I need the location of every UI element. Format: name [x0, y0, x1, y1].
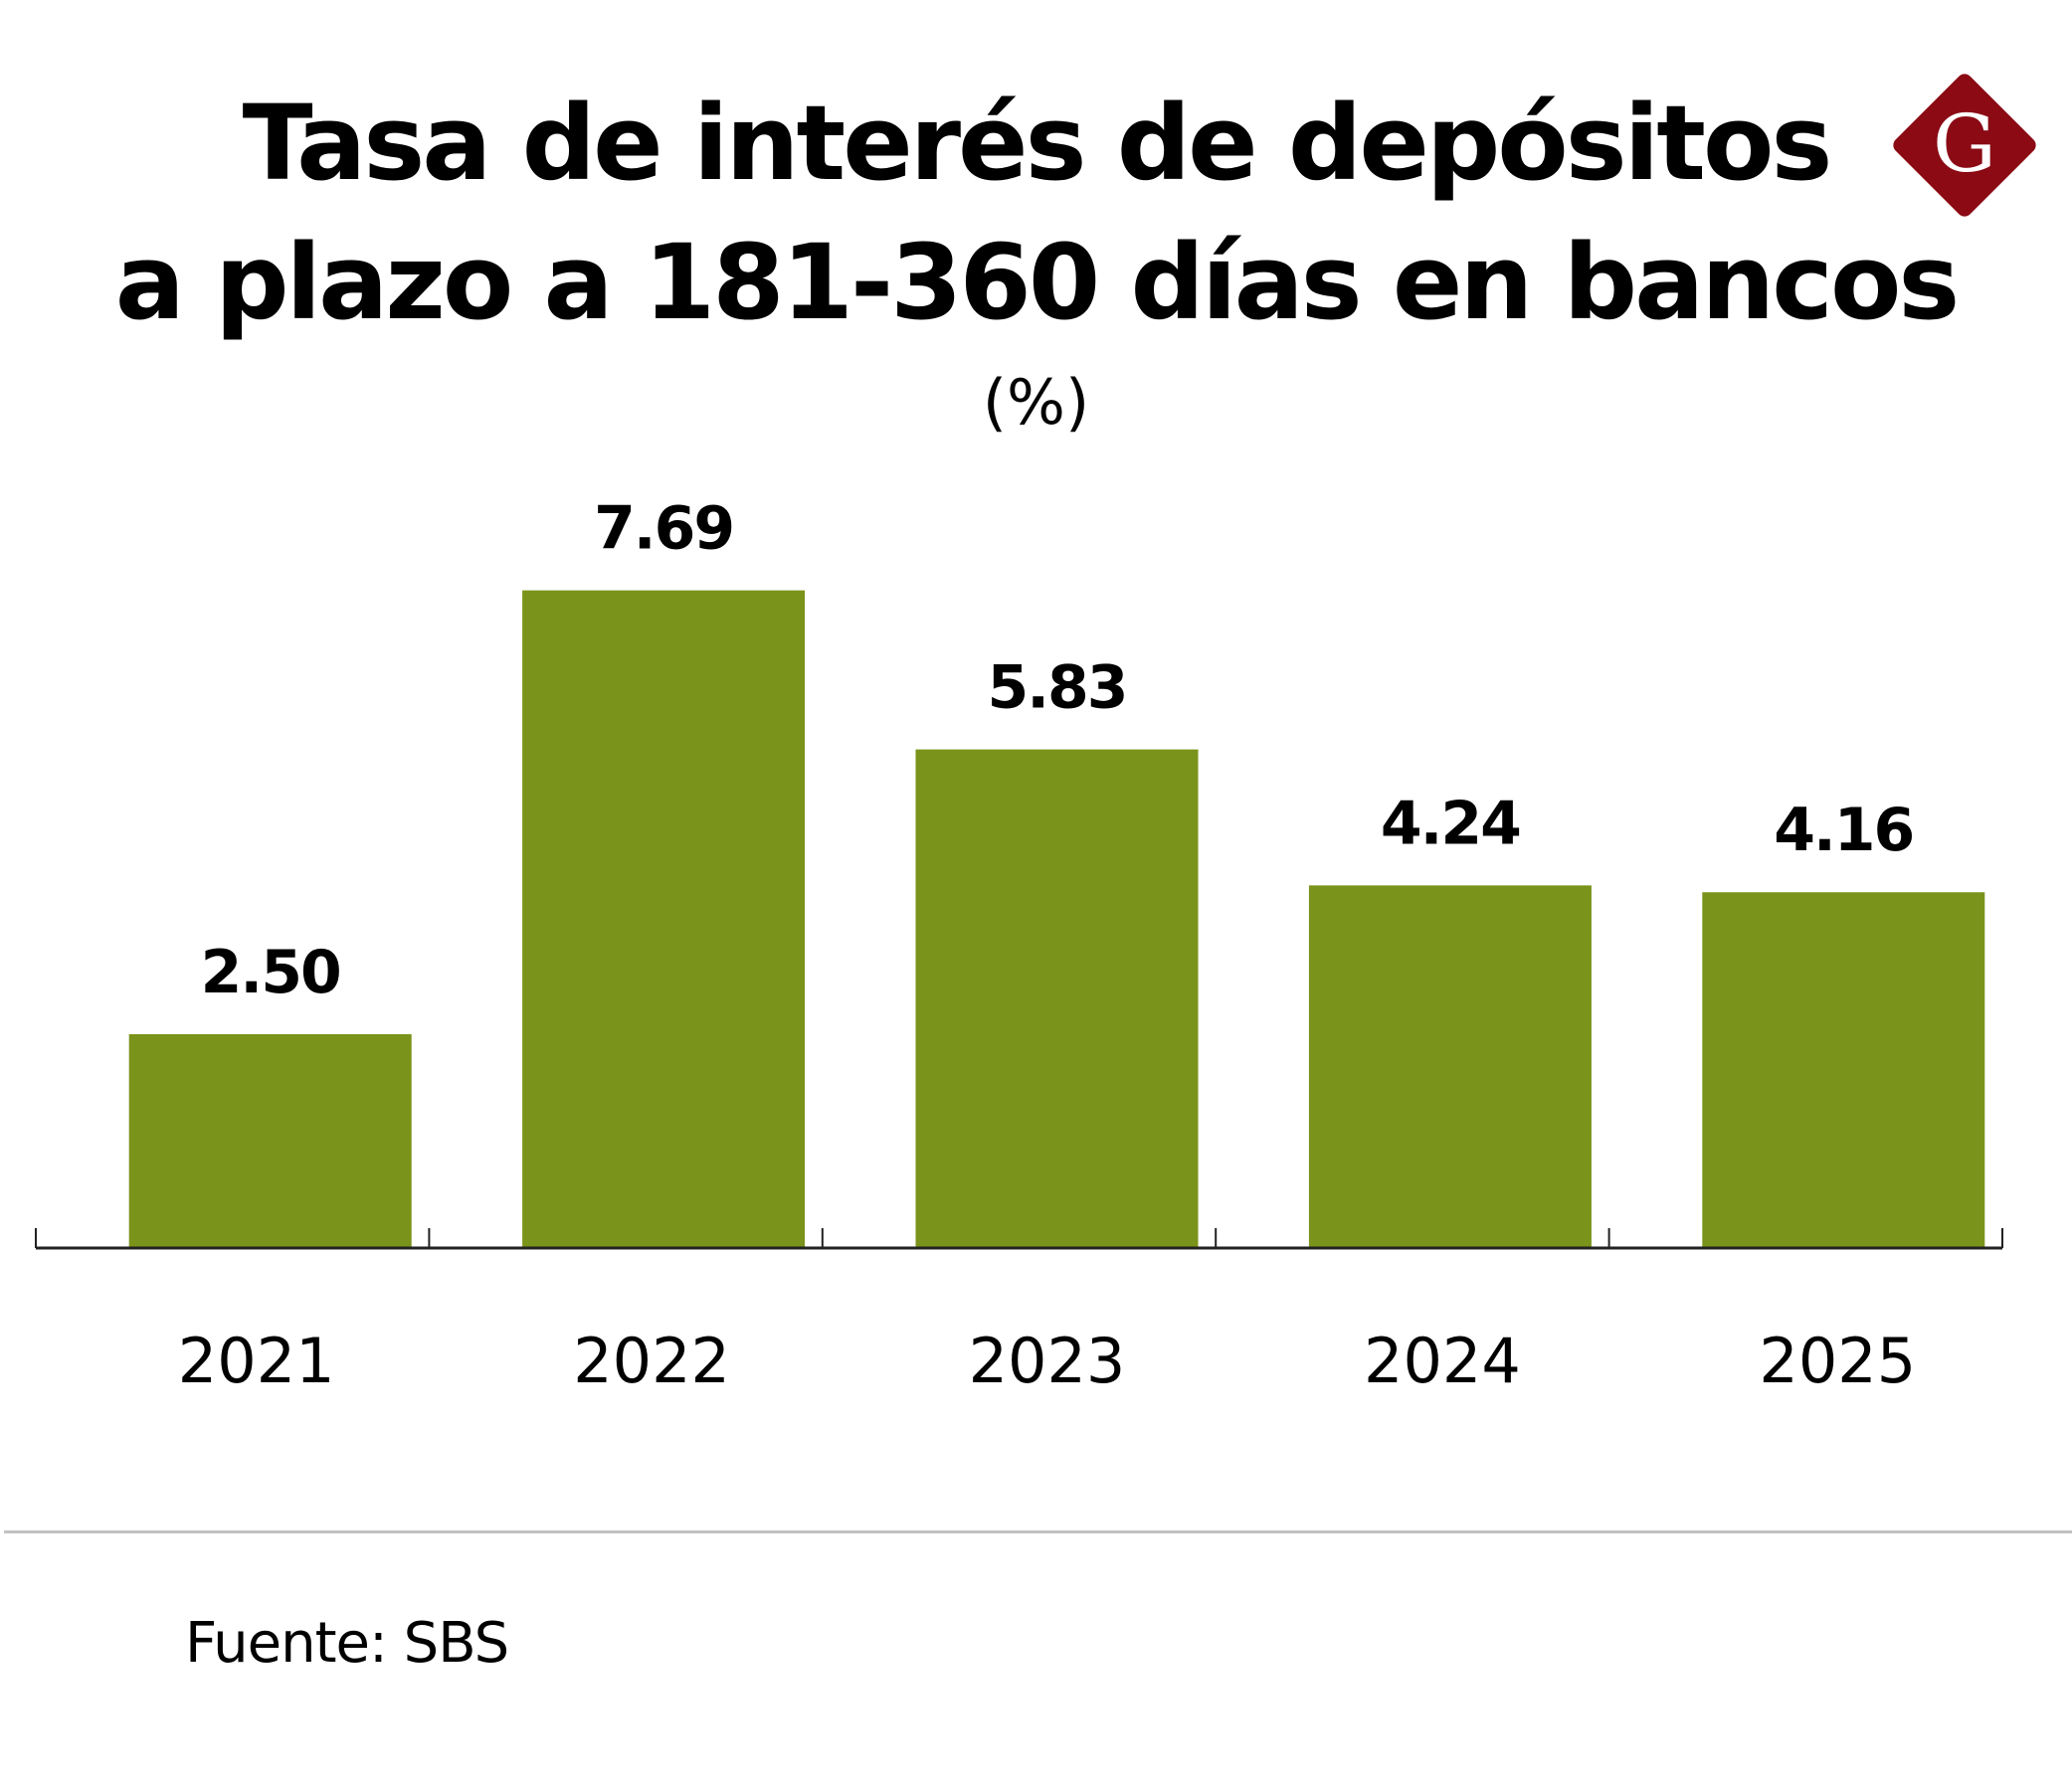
- source-note: Fuente: SBS: [185, 1611, 509, 1676]
- x-tick-label: 2021: [178, 1325, 335, 1397]
- logo-diamond: [1893, 74, 2036, 217]
- bar-2024: [1308, 885, 1592, 1248]
- chart-unit: (%): [982, 366, 1090, 439]
- bar-2021: [128, 1034, 412, 1248]
- data-label: 2.50: [201, 938, 340, 1007]
- x-tick-label: 2024: [1364, 1325, 1521, 1397]
- brand-logo: G: [1893, 74, 2036, 217]
- chart-title-line1: Tasa de interés de depósitos: [242, 83, 1833, 204]
- bar-2025: [1702, 892, 1985, 1248]
- bar-2023: [915, 749, 1199, 1248]
- chart-title-line2: a plazo a 181-360 días en bancos: [114, 222, 1961, 343]
- data-label: 4.24: [1381, 789, 1520, 858]
- x-tick-label: 2022: [573, 1325, 730, 1397]
- data-label: 7.69: [594, 494, 733, 564]
- divider: [4, 1530, 2072, 1533]
- bar-chart: 2.50 2021 7.69 2022 5.83 2023 4.24 2024 4.16 2025: [35, 494, 2003, 1397]
- data-label: 5.83: [987, 653, 1126, 723]
- bar-2022: [522, 590, 806, 1248]
- data-label: 4.16: [1774, 796, 1913, 865]
- x-tick-label: 2023: [969, 1325, 1126, 1397]
- logo-letter: G: [1933, 97, 1996, 190]
- x-tick-label: 2025: [1759, 1325, 1916, 1397]
